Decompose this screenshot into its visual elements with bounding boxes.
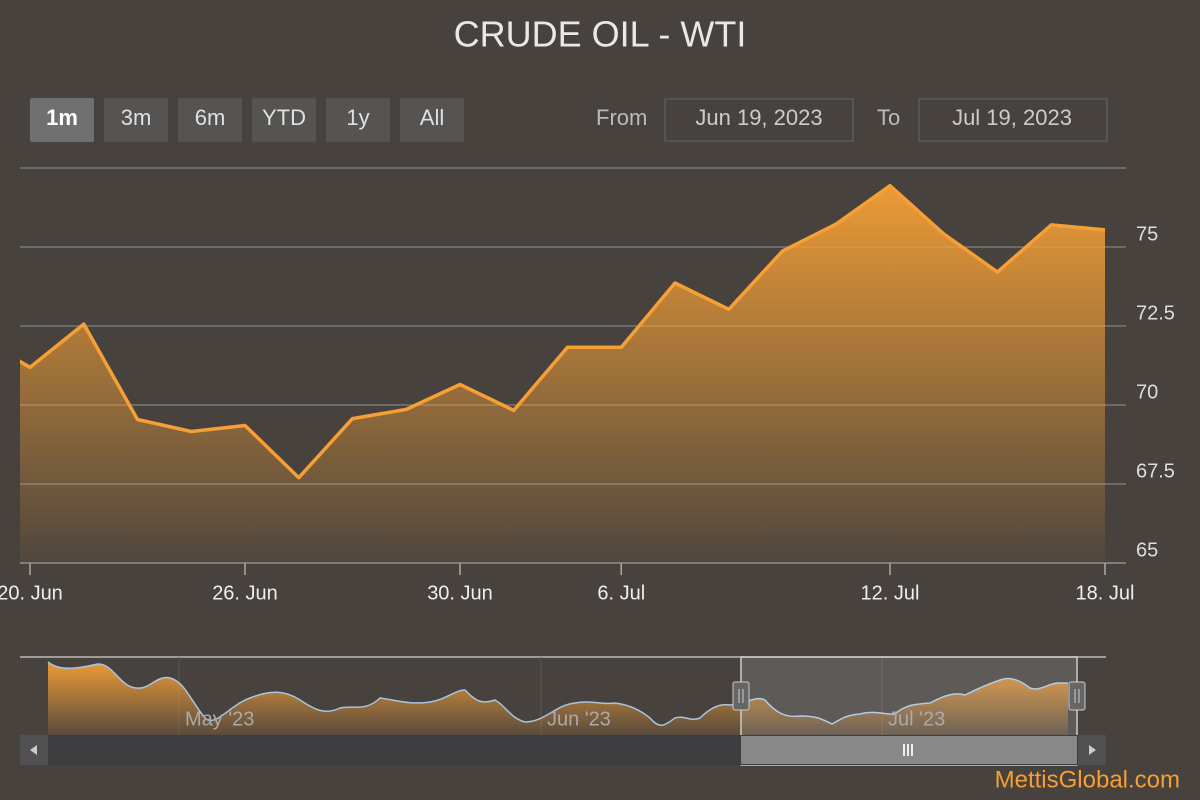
range-button-label: 6m xyxy=(195,105,226,130)
scrollbar-arrow xyxy=(30,745,37,755)
scrollbar-grip xyxy=(903,744,913,756)
range-button[interactable] xyxy=(104,98,168,142)
navigator-label: May '23 xyxy=(185,708,254,730)
scrollbar-arrow xyxy=(1089,745,1096,755)
navigator-label: Jul '23 xyxy=(888,708,945,730)
to-label: To xyxy=(877,105,900,130)
range-button[interactable] xyxy=(252,98,316,142)
range-button[interactable] xyxy=(400,98,464,142)
line xyxy=(20,183,1106,480)
range-button-label: 1m xyxy=(46,105,78,130)
from-label: From xyxy=(596,105,647,130)
range-button-label: All xyxy=(420,105,444,130)
navigator-line xyxy=(47,661,1068,726)
range-button-label: YTD xyxy=(262,105,306,130)
chart-title: CRUDE OIL - WTI xyxy=(454,14,747,55)
navigator: May '23 Jun '23 Jul '23 xyxy=(20,656,1106,766)
y-tick-label: 75 xyxy=(1136,223,1158,245)
navigator-handle[interactable] xyxy=(1068,681,1086,711)
from-value: Jun 19, 2023 xyxy=(695,105,822,130)
handle-grip xyxy=(738,689,744,703)
area xyxy=(20,185,1105,563)
handle-grip xyxy=(1074,689,1080,703)
y-tick-label: 67.5 xyxy=(1136,460,1175,482)
x-tick-label: 20. Jun xyxy=(0,582,63,604)
y-tick-label: 70 xyxy=(1136,381,1158,403)
range-button[interactable] xyxy=(30,98,94,142)
range-button[interactable] xyxy=(326,98,390,142)
credit: MettisGlobal.com xyxy=(995,766,1180,793)
range-button-label: 3m xyxy=(121,105,152,130)
range-button-label: 1y xyxy=(346,105,369,130)
navigator-handle[interactable] xyxy=(732,681,750,711)
to-value: Jul 19, 2023 xyxy=(952,105,1072,130)
y-tick-label: 72.5 xyxy=(1136,302,1175,324)
x-tick-label: 6. Jul xyxy=(597,582,645,604)
x-tick-label: 18. Jul xyxy=(1076,582,1135,604)
from-input[interactable] xyxy=(664,98,854,142)
range-button[interactable] xyxy=(178,98,242,142)
y-tick-label: 65 xyxy=(1136,539,1158,561)
navigator-label: Jun '23 xyxy=(547,708,611,730)
navigator-area xyxy=(48,662,1068,735)
x-tick-label: 30. Jun xyxy=(427,582,493,604)
to-input[interactable] xyxy=(918,98,1108,142)
x-tick-label: 12. Jul xyxy=(861,582,920,604)
x-tick-label: 26. Jun xyxy=(212,582,278,604)
